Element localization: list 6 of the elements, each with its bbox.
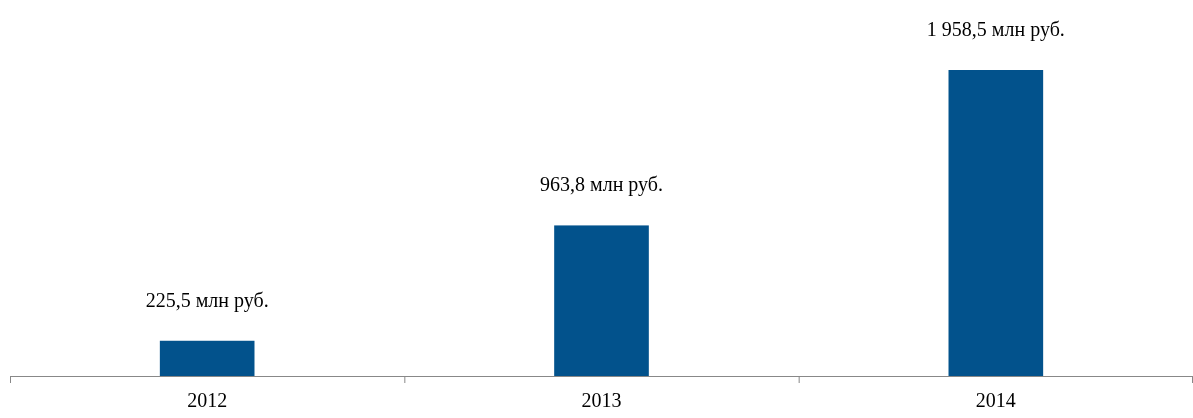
data-label: 963,8 млн руб. [540,173,663,197]
x-tick-label: 2014 [975,389,1016,411]
x-tick-label: 2013 [581,389,622,411]
data-label: 225,5 млн руб. [145,288,269,312]
x-tick-label: 2012 [187,389,228,411]
data-label: 1 958,5 млн руб. [926,18,1065,41]
